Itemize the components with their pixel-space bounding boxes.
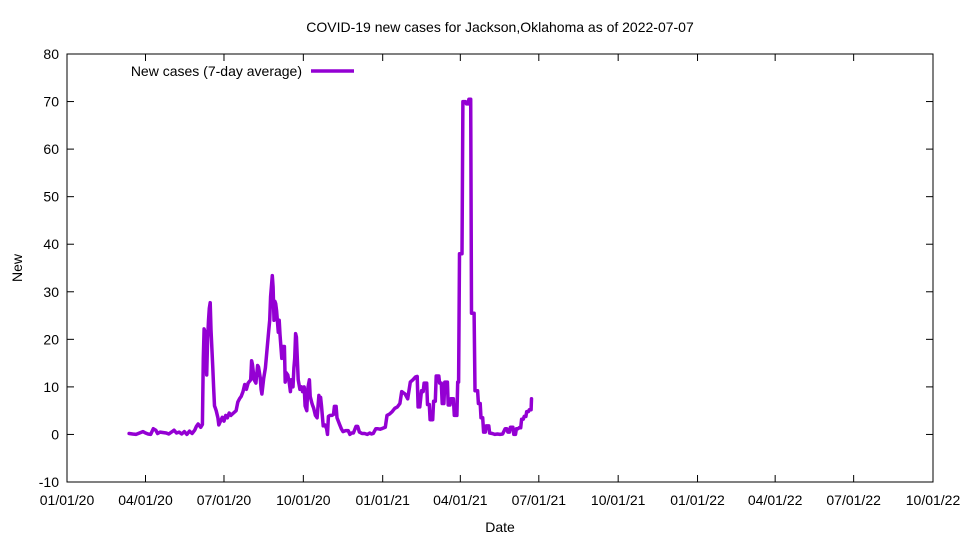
x-tick-label: 04/01/21: [433, 492, 488, 508]
x-tick-label: 10/01/20: [276, 492, 331, 508]
y-tick-label: 0: [51, 426, 59, 442]
x-tick-label: 07/01/22: [826, 492, 881, 508]
x-tick-label: 07/01/21: [512, 492, 567, 508]
y-tick-labels: -10 0 10 20 30 40 50 60 70 80: [39, 46, 59, 490]
y-axis-label: New: [9, 253, 25, 282]
x-tick-label: 10/01/21: [591, 492, 646, 508]
x-axis-label: Date: [485, 519, 515, 535]
y-tick-label: 80: [43, 46, 59, 62]
x-tick-label: 04/01/20: [118, 492, 173, 508]
tick-marks: [66, 53, 934, 483]
legend-label: New cases (7-day average): [131, 63, 302, 79]
x-tick-label: 10/01/22: [906, 492, 960, 508]
x-tick-label: 07/01/20: [197, 492, 252, 508]
chart-title: COVID-19 new cases for Jackson,Oklahoma …: [306, 19, 694, 35]
y-tick-label: 50: [43, 189, 59, 205]
y-tick-label: 30: [43, 284, 59, 300]
x-tick-label: 01/01/20: [40, 492, 95, 508]
y-tick-label: 60: [43, 141, 59, 157]
y-tick-label: 70: [43, 94, 59, 110]
y-tick-label: 10: [43, 379, 59, 395]
y-tick-label: -10: [39, 474, 59, 490]
y-tick-label: 40: [43, 236, 59, 252]
x-tick-labels: 01/01/20 04/01/20 07/01/20 10/01/20 01/01/21…: [40, 492, 960, 508]
x-tick-label: 01/01/22: [670, 492, 725, 508]
plot-frame: [66, 53, 934, 483]
series-line-new-cases: [127, 97, 534, 437]
y-tick-label: 20: [43, 331, 59, 347]
x-tick-label: 01/01/21: [355, 492, 410, 508]
x-tick-label: 04/01/22: [748, 492, 803, 508]
